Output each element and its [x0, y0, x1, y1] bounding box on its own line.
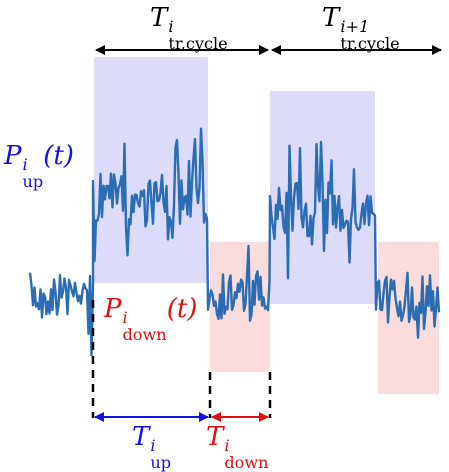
- up-region-1: [94, 57, 208, 283]
- power-signal-trace: [28, 127, 441, 357]
